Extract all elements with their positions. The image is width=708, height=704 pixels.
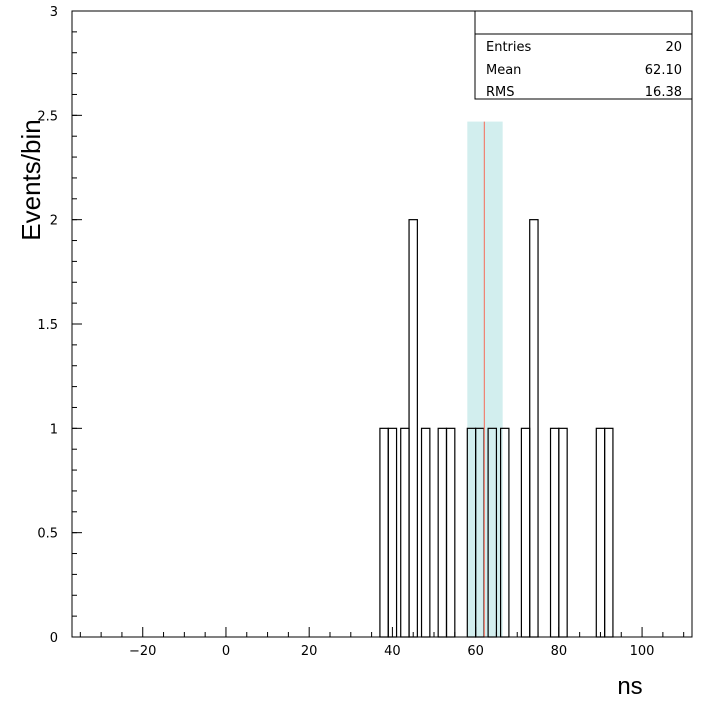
y-tick-label: 3 [50,5,58,20]
histogram-bar [520,427,531,638]
y-tick-label: 0.5 [37,527,58,542]
y-tick-label: 2.5 [37,109,58,124]
y-axis-title: Events/bin [16,119,46,240]
histogram-bar [558,427,568,638]
x-axis-ticks: −20 0 20 40 60 80 100 [79,627,685,659]
histogram-bar [445,427,456,638]
x-tick-label: 60 [467,644,484,659]
histogram-bar [437,427,448,638]
histogram-bar [379,427,389,638]
x-tick-label: 20 [301,644,318,659]
y-tick-label: 1.5 [37,318,58,333]
x-axis-title: ns [617,673,642,700]
stats-box: Entries 20 Mean 62.10 RMS 16.38 [474,10,693,100]
histogram-bar [387,427,398,638]
histogram-bar [529,219,539,638]
stats-value: 62.10 [645,63,682,78]
y-tick-label: 0 [50,631,58,646]
histogram-bar [408,219,418,638]
x-tick-label: 80 [551,644,568,659]
x-tick-label: 100 [630,644,655,659]
stats-box-frame [474,10,693,100]
histogram-bar [549,427,560,638]
stats-label: Mean [486,63,521,78]
histogram-bar [420,427,431,638]
mean-band [467,121,503,638]
stats-value: 20 [665,40,682,55]
histogram-bar [595,427,606,638]
stats-label: Entries [486,40,532,55]
x-tick-label: 40 [384,644,401,659]
histogram-bar [604,427,614,638]
x-tick-label: 0 [222,644,230,659]
stats-value: 16.38 [645,85,682,100]
x-tick-label: −20 [129,644,156,659]
plot-frame [71,10,693,638]
stats-label: RMS [486,85,515,100]
y-axis-ticks: 0 0.5 1 1.5 2 2.5 3 [37,5,82,646]
y-tick-label: 2 [50,214,58,229]
histogram-bar [400,427,410,638]
y-tick-label: 1 [50,422,58,437]
